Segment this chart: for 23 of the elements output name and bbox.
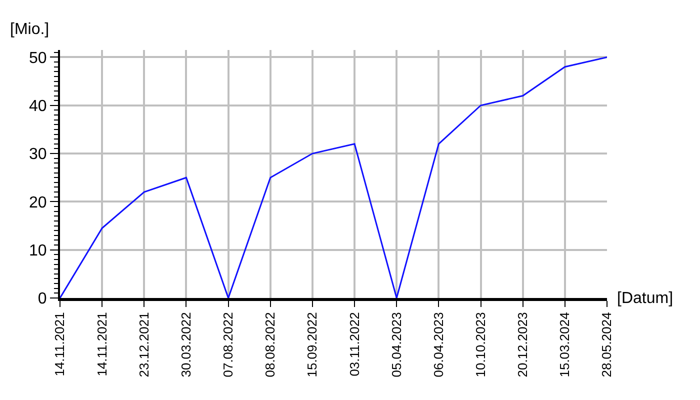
- y-tick-label: 10: [29, 242, 47, 260]
- x-tick-label: 07.08.2022: [220, 312, 236, 378]
- x-tick-label: 30.03.2022: [178, 312, 194, 378]
- y-tick-label: 30: [29, 146, 47, 164]
- x-axis-title: [Datum]: [617, 290, 674, 307]
- x-tick-label: 23.12.2021: [136, 312, 152, 378]
- x-tick-label: 06.04.2023: [430, 312, 446, 378]
- y-tick-label: 40: [29, 98, 47, 115]
- line-series: [60, 56, 607, 298]
- y-tick-label: 20: [29, 194, 47, 212]
- x-tick-label: 14.11.2021: [52, 312, 68, 376]
- x-tick-label: 05.04.2023: [388, 312, 404, 378]
- x-tick-label: 28.05.2024: [599, 312, 614, 378]
- x-tick-label: 03.11.2022: [346, 312, 362, 376]
- y-axis-title: [Mio.]: [10, 21, 50, 38]
- y-tick-label: 50: [29, 50, 47, 67]
- x-tick-label: 08.08.2022: [262, 312, 278, 378]
- x-tick-label: 20.12.2023: [515, 312, 530, 378]
- y-tick-label: 0: [38, 290, 47, 308]
- x-tick-label: 15.09.2022: [304, 312, 320, 378]
- x-tick-label: 10.10.2023: [472, 312, 488, 378]
- x-tick-label: 14.11.2021: [94, 312, 110, 376]
- x-tick-label: 15.03.2024: [557, 312, 572, 378]
